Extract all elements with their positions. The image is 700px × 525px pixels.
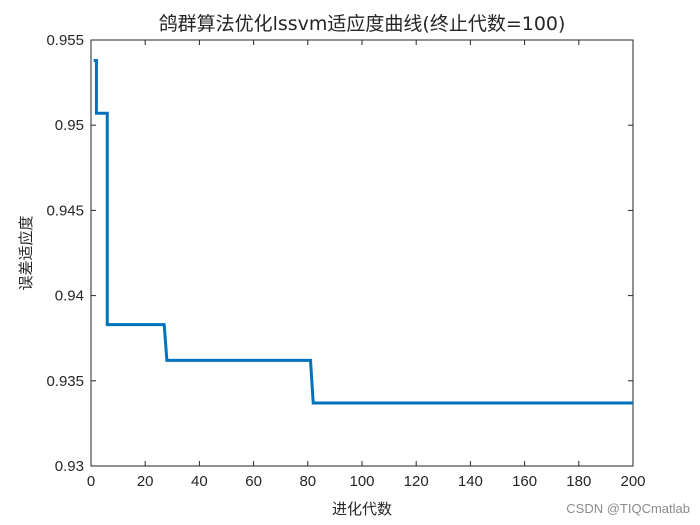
x-tick-label: 120 [404, 473, 429, 490]
y-tick-label: 0.94 [55, 288, 84, 305]
y-axis: 0.93 0.935 0.94 0.945 0.95 0.955 [46, 32, 633, 475]
x-tick-label: 180 [566, 473, 591, 490]
x-axis: 0 20 40 60 80 100 120 140 160 180 200 [87, 40, 646, 490]
x-tick-label: 160 [512, 473, 537, 490]
x-tick-label: 100 [349, 473, 374, 490]
chart-title: 鸽群算法优化lssvm适应度曲线(终止代数=100) [159, 13, 566, 35]
y-tick-label: 0.93 [55, 458, 84, 475]
x-tick-label: 20 [137, 473, 154, 490]
plot-area [90, 39, 634, 467]
x-tick-label: 0 [87, 473, 95, 490]
x-tick-label: 40 [191, 473, 208, 490]
x-tick-label: 140 [458, 473, 483, 490]
x-tick-label: 80 [299, 473, 316, 490]
y-tick-label: 0.955 [46, 32, 84, 49]
watermark: CSDN @TIQCmatlab [566, 501, 690, 516]
y-tick-label: 0.945 [46, 202, 84, 219]
y-axis-label: 误差适应度 [17, 215, 35, 290]
x-axis-label: 进化代数 [332, 500, 392, 518]
x-tick-label: 60 [245, 473, 262, 490]
fitness-series-line [93, 58, 633, 405]
y-tick-label: 0.935 [46, 373, 84, 390]
y-tick-label: 0.95 [55, 117, 84, 134]
x-tick-label: 200 [620, 473, 645, 490]
